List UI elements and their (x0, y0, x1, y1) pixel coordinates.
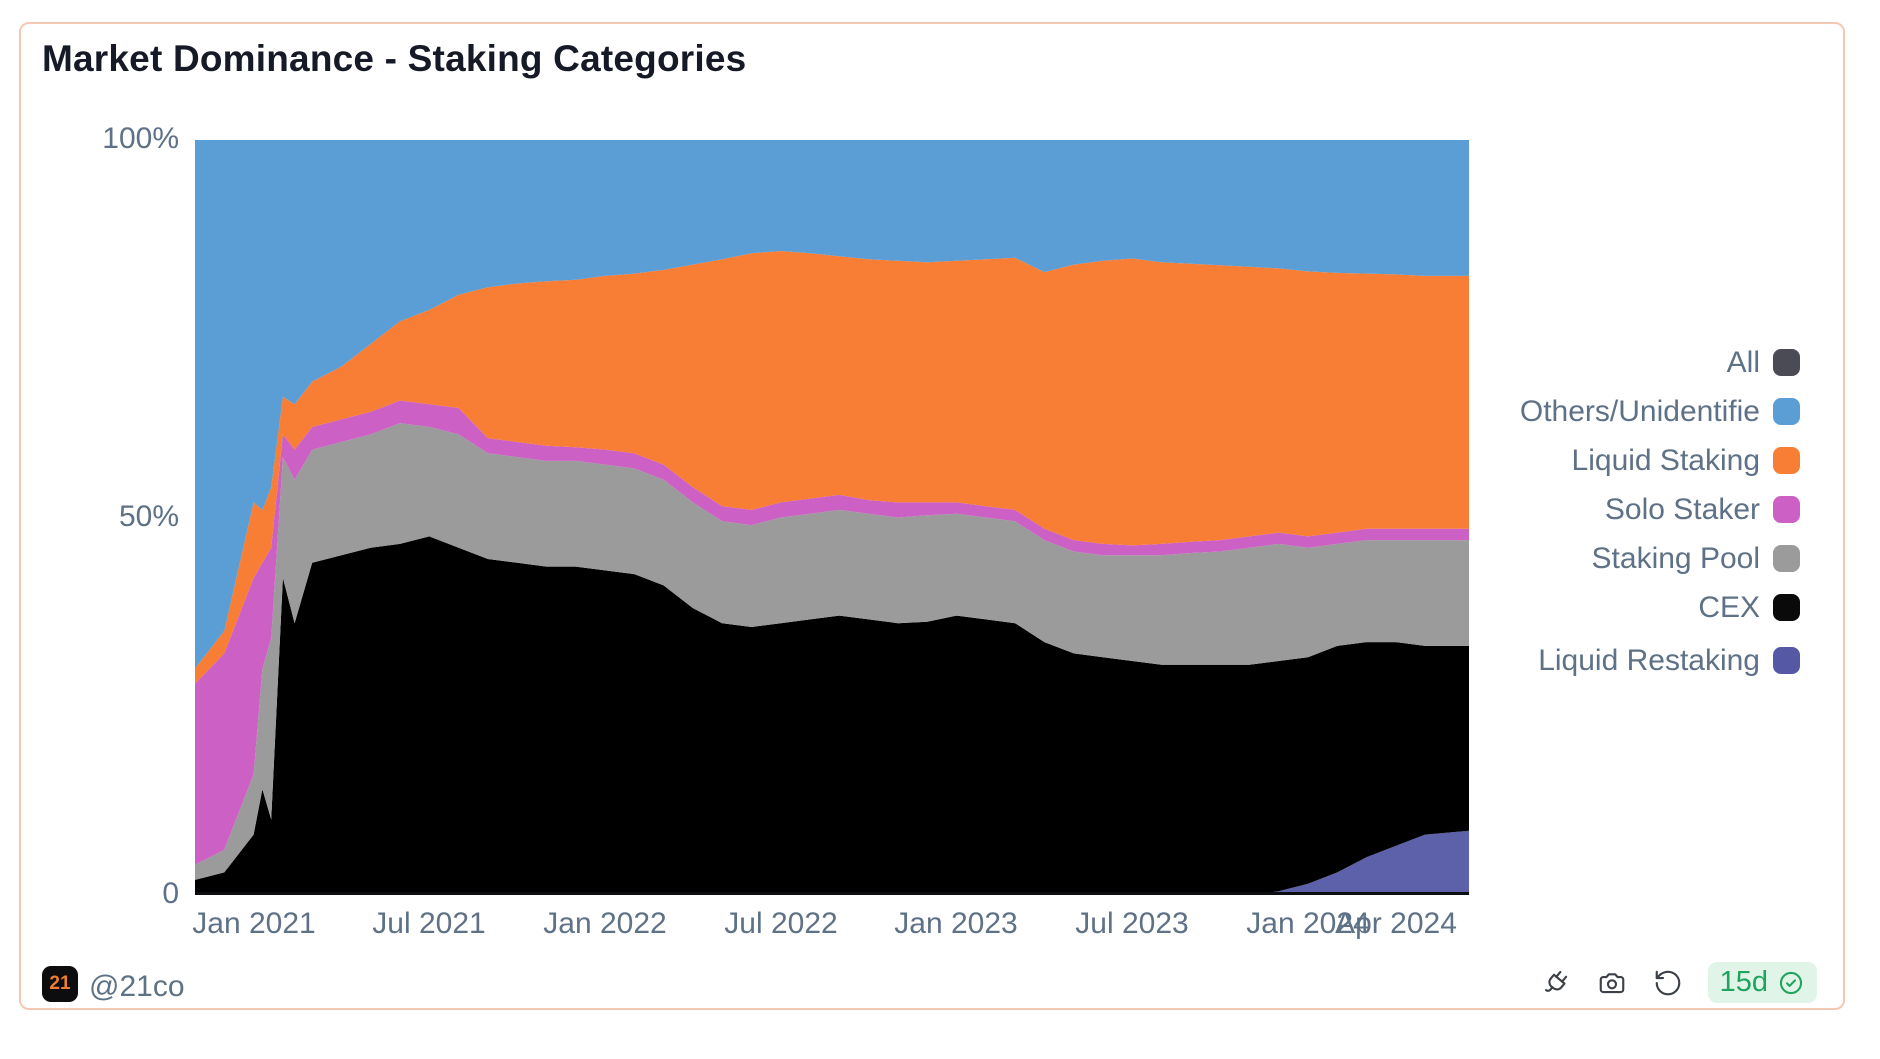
legend-swatch (1773, 545, 1800, 572)
legend-swatch (1773, 349, 1800, 376)
legend-swatch (1773, 594, 1800, 621)
chart-toolbar: 15d (1540, 962, 1817, 1003)
x-tick-jul-2023: Jul 2023 (1075, 907, 1189, 940)
legend-item-staking-pool[interactable]: Staking Pool (1520, 534, 1800, 583)
page-title: Market Dominance - Staking Categories (42, 38, 747, 79)
area-liquid-restaking (195, 830, 1469, 895)
legend-item-others-unidentifie[interactable]: Others/Unidentifie (1520, 387, 1800, 436)
brand-logo: 21 (42, 966, 78, 1002)
legend-item-solo-staker[interactable]: Solo Staker (1520, 485, 1800, 534)
x-tick-apr-2024: Apr 2024 (1335, 907, 1457, 940)
legend-label: All (1726, 345, 1760, 379)
legend-item-liquid-restaking[interactable]: Liquid Restaking (1520, 636, 1800, 685)
chart-card: Market Dominance - Staking Categories 10… (19, 22, 1845, 1010)
legend-label: Others/Unidentifie (1519, 394, 1760, 428)
x-tick-jan-2022: Jan 2022 (543, 907, 667, 940)
legend-item-all[interactable]: All (1520, 338, 1800, 387)
area-staking-pool (195, 423, 1469, 880)
legend-swatch (1773, 398, 1800, 425)
legend-swatch (1773, 496, 1800, 523)
legend-label: Liquid Staking (1571, 443, 1760, 477)
legend-swatch (1773, 647, 1800, 674)
x-tick-jan-2024: Jan 2024 (1246, 907, 1370, 940)
area-others-unidentified (195, 140, 1469, 669)
legend-label: Liquid Restaking (1538, 643, 1760, 677)
legend-label: Staking Pool (1591, 541, 1760, 575)
y-tick-100-: 100% (102, 122, 179, 155)
freshness-badge[interactable]: 15d (1707, 962, 1817, 1003)
legend-swatch (1773, 447, 1800, 474)
stacked-area-plot[interactable] (195, 140, 1469, 895)
y-axis-labels: 100% 50% 0 (62, 122, 187, 910)
legend-label: Solo Staker (1604, 492, 1760, 526)
legend-label: CEX (1698, 590, 1760, 624)
rotate-ccw-icon[interactable] (1652, 967, 1684, 999)
x-axis-line (195, 892, 1469, 895)
attribution-handle[interactable]: @21co (89, 970, 185, 1003)
area-solo-staker (195, 400, 1469, 865)
legend-item-cex[interactable]: CEX (1520, 583, 1800, 632)
plug-icon[interactable] (1540, 967, 1572, 999)
x-tick-jul-2021: Jul 2021 (372, 907, 486, 940)
x-tick-jan-2023: Jan 2023 (894, 907, 1018, 940)
y-tick-0: 0 (162, 877, 179, 910)
area-cex (195, 536, 1469, 895)
verified-check-icon (1777, 969, 1805, 997)
y-tick-50-: 50% (118, 499, 179, 533)
camera-icon[interactable] (1596, 967, 1628, 999)
x-tick-jan-2021: Jan 2021 (192, 907, 316, 940)
area-liquid-staking (195, 251, 1469, 684)
legend-item-liquid-staking[interactable]: Liquid Staking (1520, 436, 1800, 485)
chart-legend: All Others/Unidentifie Liquid Staking Solo … (1520, 338, 1800, 685)
x-tick-jul-2022: Jul 2022 (724, 907, 838, 940)
freshness-badge-text: 15d (1719, 966, 1768, 998)
x-axis-labels: Jan 2021 Jul 2021 Jan 2022 Jul 2022 Jan 2023… (192, 907, 1469, 949)
